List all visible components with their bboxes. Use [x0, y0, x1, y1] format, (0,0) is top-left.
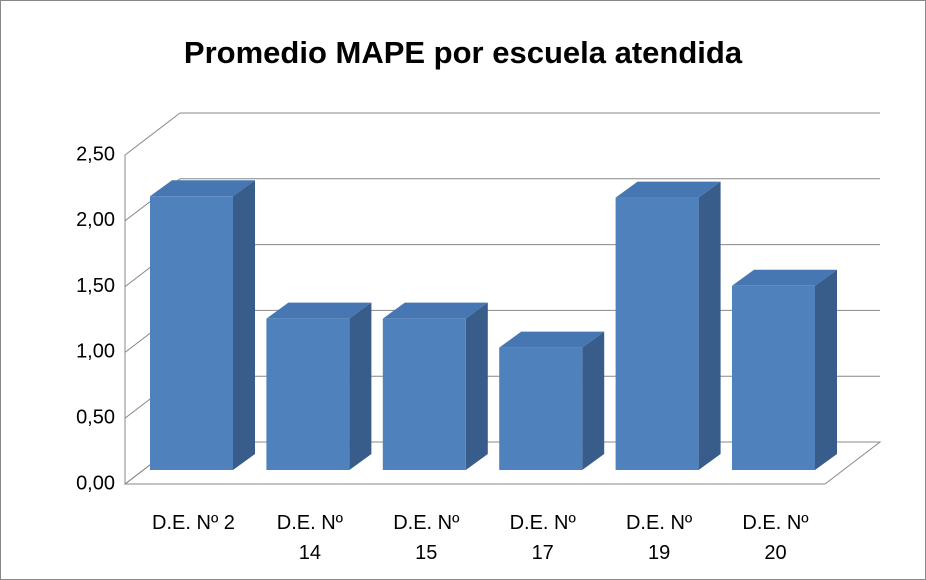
grid-line-side: [124, 112, 181, 156]
chart-title: Promedio MAPE por escuela atendida: [184, 35, 743, 70]
bar-top: [382, 302, 488, 319]
x-tick-label: D.E. Nº 20: [742, 512, 809, 564]
bar-top: [150, 180, 255, 197]
y-tick-label: 0,50: [76, 406, 115, 428]
bar: [266, 318, 350, 470]
bar: [150, 196, 233, 470]
bar: [615, 197, 699, 470]
bar-top: [732, 269, 837, 286]
bar-side: [233, 180, 255, 470]
y-tick-label: 2,00: [76, 209, 115, 231]
bar-top: [499, 331, 605, 348]
bar-side: [698, 181, 721, 470]
x-tick-label: D.E. Nº 17: [509, 512, 576, 564]
bar-top: [266, 302, 372, 319]
bar: [499, 347, 583, 470]
bar-top: [615, 181, 721, 198]
bar: [732, 285, 815, 470]
bar-side: [582, 331, 605, 470]
bar-side: [465, 302, 488, 470]
y-tick-label: 1,00: [76, 341, 115, 363]
bar: [382, 318, 466, 470]
x-tick-label: D.E. Nº 14: [276, 512, 343, 564]
bar-side: [815, 269, 837, 470]
y-tick-label: 1,50: [76, 275, 115, 297]
bar-side: [349, 302, 372, 470]
x-tick-label: D.E. Nº 15: [393, 512, 460, 564]
x-tick-label: D.E. Nº 2: [152, 512, 235, 534]
y-tick-label: 0,00: [76, 472, 115, 494]
y-tick-label: 2,50: [76, 143, 115, 165]
x-tick-label: D.E. Nº 19: [625, 512, 693, 564]
